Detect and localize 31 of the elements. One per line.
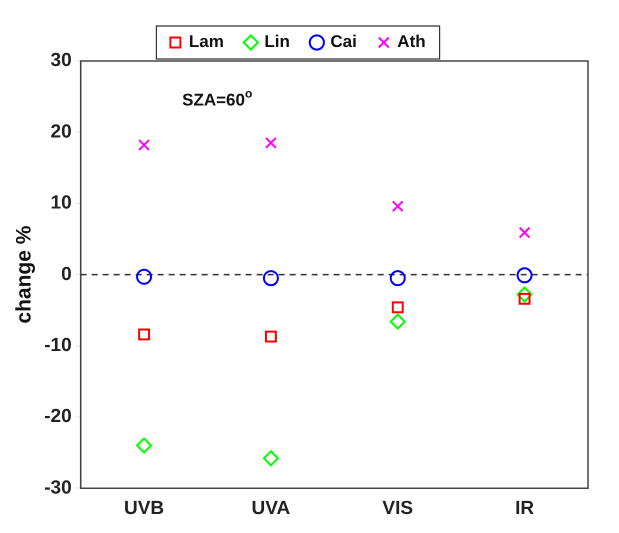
point [138,139,150,151]
x-tick-label: UVB [124,498,164,519]
point [262,450,279,466]
point [390,270,406,286]
legend-label: Lam [188,32,224,52]
point [392,200,404,212]
y-axis-title: change % [12,225,36,324]
y-tick-label: 20 [50,121,72,142]
x-tick-label: UVA [252,498,291,519]
point [262,270,279,286]
point [264,330,277,342]
point [136,437,152,454]
point [518,226,531,239]
point [264,136,277,149]
legend-label: Ath [397,32,426,52]
y-tick-label: -10 [44,335,72,356]
point [390,314,406,330]
y-tick-label: -30 [44,477,72,498]
y-tick-label: 30 [50,50,72,72]
point [138,328,150,340]
point [392,301,404,314]
legend-label: Cai [330,32,357,52]
y-tick-label: 0 [61,264,72,285]
y-tick-label: -20 [44,406,72,428]
y-tick-label: 10 [50,192,72,214]
legend-label: Lin [264,32,290,52]
point [516,286,533,303]
x-tick-label: IR [515,498,534,519]
x-tick-label: VIS [382,498,414,519]
point [136,268,152,285]
point [516,267,533,284]
